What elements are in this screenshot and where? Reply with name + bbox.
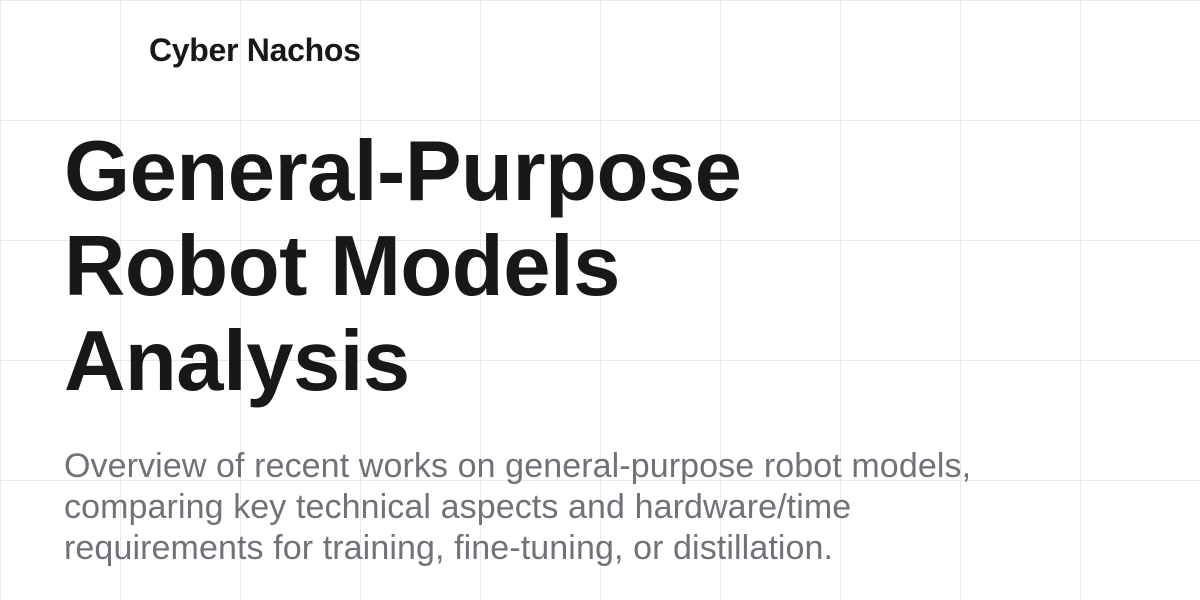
subtitle-line: Overview of recent works on general-purp… xyxy=(64,447,972,485)
title-line: General-Purpose xyxy=(64,124,742,219)
brand-name: Cyber Nachos xyxy=(149,32,361,68)
title-line: Analysis xyxy=(64,314,410,409)
page-title: General-Purpose Robot Models Analysis xyxy=(64,124,1164,409)
title-line: Robot Models xyxy=(64,219,620,314)
subtitle-line: comparing key technical aspects and hard… xyxy=(64,488,852,526)
page-subtitle: Overview of recent works on general-purp… xyxy=(64,446,1144,569)
subtitle-line: requirements for training, fine-tuning, … xyxy=(64,529,834,567)
